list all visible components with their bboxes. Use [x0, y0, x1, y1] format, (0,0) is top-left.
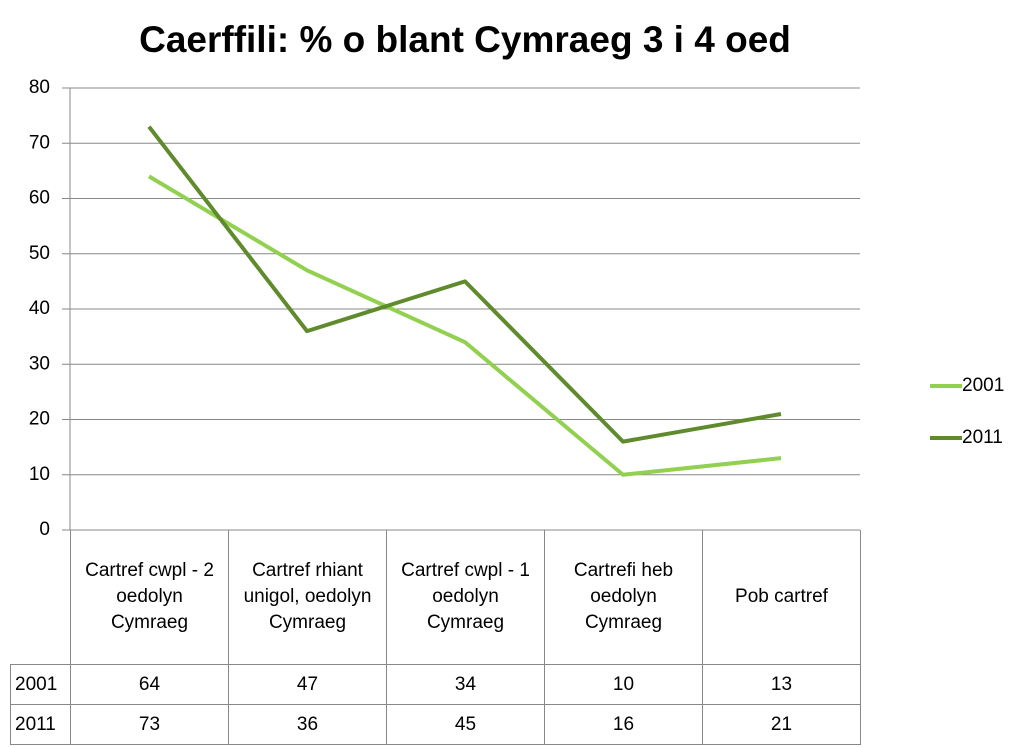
chart-title: Caerffili: % o blant Cymraeg 3 i 4 oed — [139, 19, 791, 60]
category-label: Cartrefi heb oedolyn Cymraeg — [544, 530, 703, 665]
category-label: Cartref cwpl - 2 oedolyn Cymraeg — [70, 530, 229, 665]
table-header-row: Cartref cwpl - 2 oedolyn Cymraeg Cartref … — [10, 530, 861, 665]
table-value: 16 — [544, 704, 703, 745]
legend-label: 2011 — [962, 427, 1003, 448]
y-tick-label: 40 — [29, 298, 50, 319]
legend-label: 2001 — [962, 375, 1004, 396]
table-value: 36 — [228, 704, 387, 745]
table-value: 64 — [70, 664, 229, 705]
y-tick-label: 50 — [29, 243, 50, 264]
y-tick-label: 0 — [39, 519, 50, 540]
table-value: 10 — [544, 664, 703, 705]
table-value: 21 — [702, 704, 861, 745]
table-value: 34 — [386, 664, 545, 705]
table-corner — [10, 530, 71, 665]
table-row: 2011 73 36 45 16 21 — [10, 704, 861, 745]
table-value: 45 — [386, 704, 545, 745]
y-tick-label: 80 — [29, 77, 50, 98]
y-tick-label: 60 — [29, 188, 50, 209]
category-label: Cartref cwpl - 1 oedolyn Cymraeg — [386, 530, 545, 665]
table-value: 73 — [70, 704, 229, 745]
category-label: Pob cartref — [702, 530, 861, 665]
table-value: 47 — [228, 664, 387, 705]
y-tick-label: 20 — [29, 409, 50, 430]
table-row: 2001 64 47 34 10 13 — [10, 664, 861, 705]
table-value: 13 — [702, 664, 861, 705]
y-tick-label: 30 — [29, 353, 50, 374]
y-tick-label: 70 — [29, 132, 50, 153]
row-header: 2001 — [10, 664, 71, 705]
line — [147, 125, 782, 444]
y-tick-label: 10 — [29, 464, 50, 485]
data-table: Cartref cwpl - 2 oedolyn Cymraeg Cartref … — [10, 530, 861, 745]
row-header: 2011 — [10, 704, 71, 745]
category-label: Cartref rhiant unigol, oedolyn Cymraeg — [228, 530, 387, 665]
line — [147, 174, 782, 477]
